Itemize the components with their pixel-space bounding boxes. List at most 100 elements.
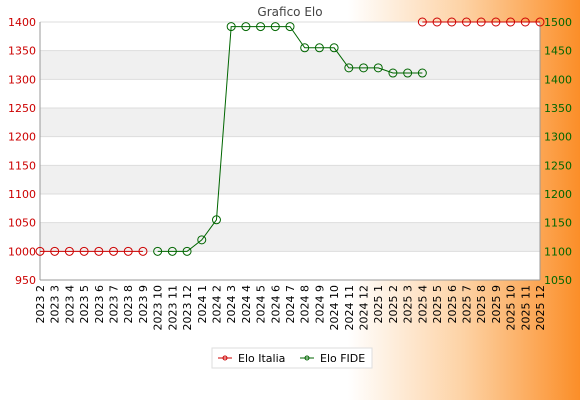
x-tick-label: 2023 7 (108, 285, 121, 324)
x-tick-label: 2024 1 (196, 285, 209, 324)
x-tick-label: 2025 2 (387, 285, 400, 324)
elo-italia-top-point (476, 17, 486, 27)
elo-fide-point (211, 215, 221, 225)
x-tick-label: 2024 11 (343, 285, 356, 331)
legend-box (211, 347, 373, 369)
elo-fide-point (153, 246, 163, 256)
elo-fide-point (300, 43, 310, 53)
x-tick-label: 2024 8 (299, 285, 312, 324)
left-tick-label: 1200 (8, 131, 36, 144)
right-tick-label: 1350 (544, 102, 572, 115)
grid-band (40, 222, 540, 252)
elo-fide-point (270, 22, 280, 32)
elo-fide-point (167, 246, 177, 256)
x-tick-label: 2025 10 (505, 285, 518, 331)
x-tick-label: 2023 12 (181, 285, 194, 331)
grid-band (40, 194, 540, 223)
x-tick-label: 2025 8 (475, 285, 488, 324)
elo-fide-point (388, 68, 398, 78)
elo-fide-point (241, 22, 251, 32)
grid-band (40, 165, 540, 194)
x-tick-label: 2023 5 (78, 285, 91, 324)
x-tick-label: 2025 9 (490, 285, 503, 324)
elo-italia-top-point (461, 17, 471, 27)
grid-band (40, 136, 540, 166)
elo-fide-point (314, 43, 324, 53)
elo-italia-point (50, 246, 60, 256)
x-tick-label: 2023 2 (34, 285, 47, 324)
elo-italia-point (94, 246, 104, 256)
left-tick-label: 1150 (8, 159, 36, 172)
x-tick-label: 2023 6 (93, 285, 106, 324)
x-tick-label: 2025 4 (416, 285, 429, 324)
elo-fide-point (256, 22, 266, 32)
right-tick-label: 1200 (544, 188, 572, 201)
right-tick-label: 1300 (544, 131, 572, 144)
elo-fide-point (197, 235, 207, 245)
grid-band (40, 79, 540, 108)
right-tick-label: 1250 (544, 159, 572, 172)
x-tick-label: 2024 2 (210, 285, 223, 324)
chart-title: Grafico Elo (257, 5, 322, 19)
x-tick-label: 2023 3 (49, 285, 62, 324)
elo-italia-top-point (506, 17, 516, 27)
left-tick-label: 1100 (8, 188, 36, 201)
x-tick-label: 2023 11 (166, 285, 179, 331)
left-tick-label: 1350 (8, 45, 36, 58)
elo-fide-point (403, 68, 413, 78)
left-tick-label: 1050 (8, 217, 36, 230)
elo-italia-top-point (447, 17, 457, 27)
elo-fide-line (157, 26, 423, 252)
x-tick-label: 2025 1 (372, 285, 385, 324)
legend-label-fide: Elo FIDE (320, 352, 365, 365)
right-tick-label: 1050 (544, 274, 572, 287)
elo-italia-point (109, 246, 119, 256)
elo-fide-point (373, 63, 383, 73)
elo-italia-top-point (417, 17, 427, 27)
legend-marker-italia (222, 355, 228, 361)
elo-fide-point (344, 63, 354, 73)
x-tick-label: 2023 4 (63, 285, 76, 324)
grid-band (40, 108, 540, 137)
x-tick-label: 2024 7 (284, 285, 297, 324)
elo-italia-point (35, 246, 45, 256)
right-tick-label: 1150 (544, 217, 572, 230)
left-tick-label: 950 (15, 274, 36, 287)
x-tick-label: 2024 10 (328, 285, 341, 331)
elo-fide-point (359, 63, 369, 73)
right-tick-label: 1400 (544, 73, 572, 86)
elo-fide-point (285, 22, 295, 32)
x-tick-label: 2023 9 (137, 285, 150, 324)
x-tick-label: 2025 5 (431, 285, 444, 324)
elo-italia-point (138, 246, 148, 256)
grid-band (40, 50, 540, 80)
right-tick-label: 1100 (544, 245, 572, 258)
x-tick-label: 2025 3 (402, 285, 415, 324)
x-tick-label: 2025 11 (519, 285, 532, 331)
x-tick-label: 2023 8 (122, 285, 135, 324)
elo-fide-point (226, 22, 236, 32)
elo-fide-point (329, 43, 339, 53)
x-tick-label: 2024 12 (358, 285, 371, 331)
left-tick-label: 1000 (8, 245, 36, 258)
x-tick-label: 2024 4 (240, 285, 253, 324)
elo-italia-point (79, 246, 89, 256)
x-tick-label: 2023 10 (152, 285, 165, 331)
elo-italia-top-point (520, 17, 530, 27)
legend-marker-fide (304, 355, 310, 361)
elo-italia-top-point (491, 17, 501, 27)
elo-italia-point (64, 246, 74, 256)
right-tick-label: 1450 (544, 45, 572, 58)
elo-italia-top-point (535, 17, 545, 27)
x-tick-label: 2024 3 (225, 285, 238, 324)
x-tick-label: 2024 6 (269, 285, 282, 324)
elo-italia-top-point (432, 17, 442, 27)
left-tick-label: 1400 (8, 16, 36, 29)
grid-band (40, 251, 540, 280)
legend-label-italia: Elo Italia (238, 352, 285, 365)
left-tick-label: 1300 (8, 73, 36, 86)
elo-fide-point (417, 68, 427, 78)
x-tick-label: 2024 9 (313, 285, 326, 324)
left-tick-label: 1250 (8, 102, 36, 115)
